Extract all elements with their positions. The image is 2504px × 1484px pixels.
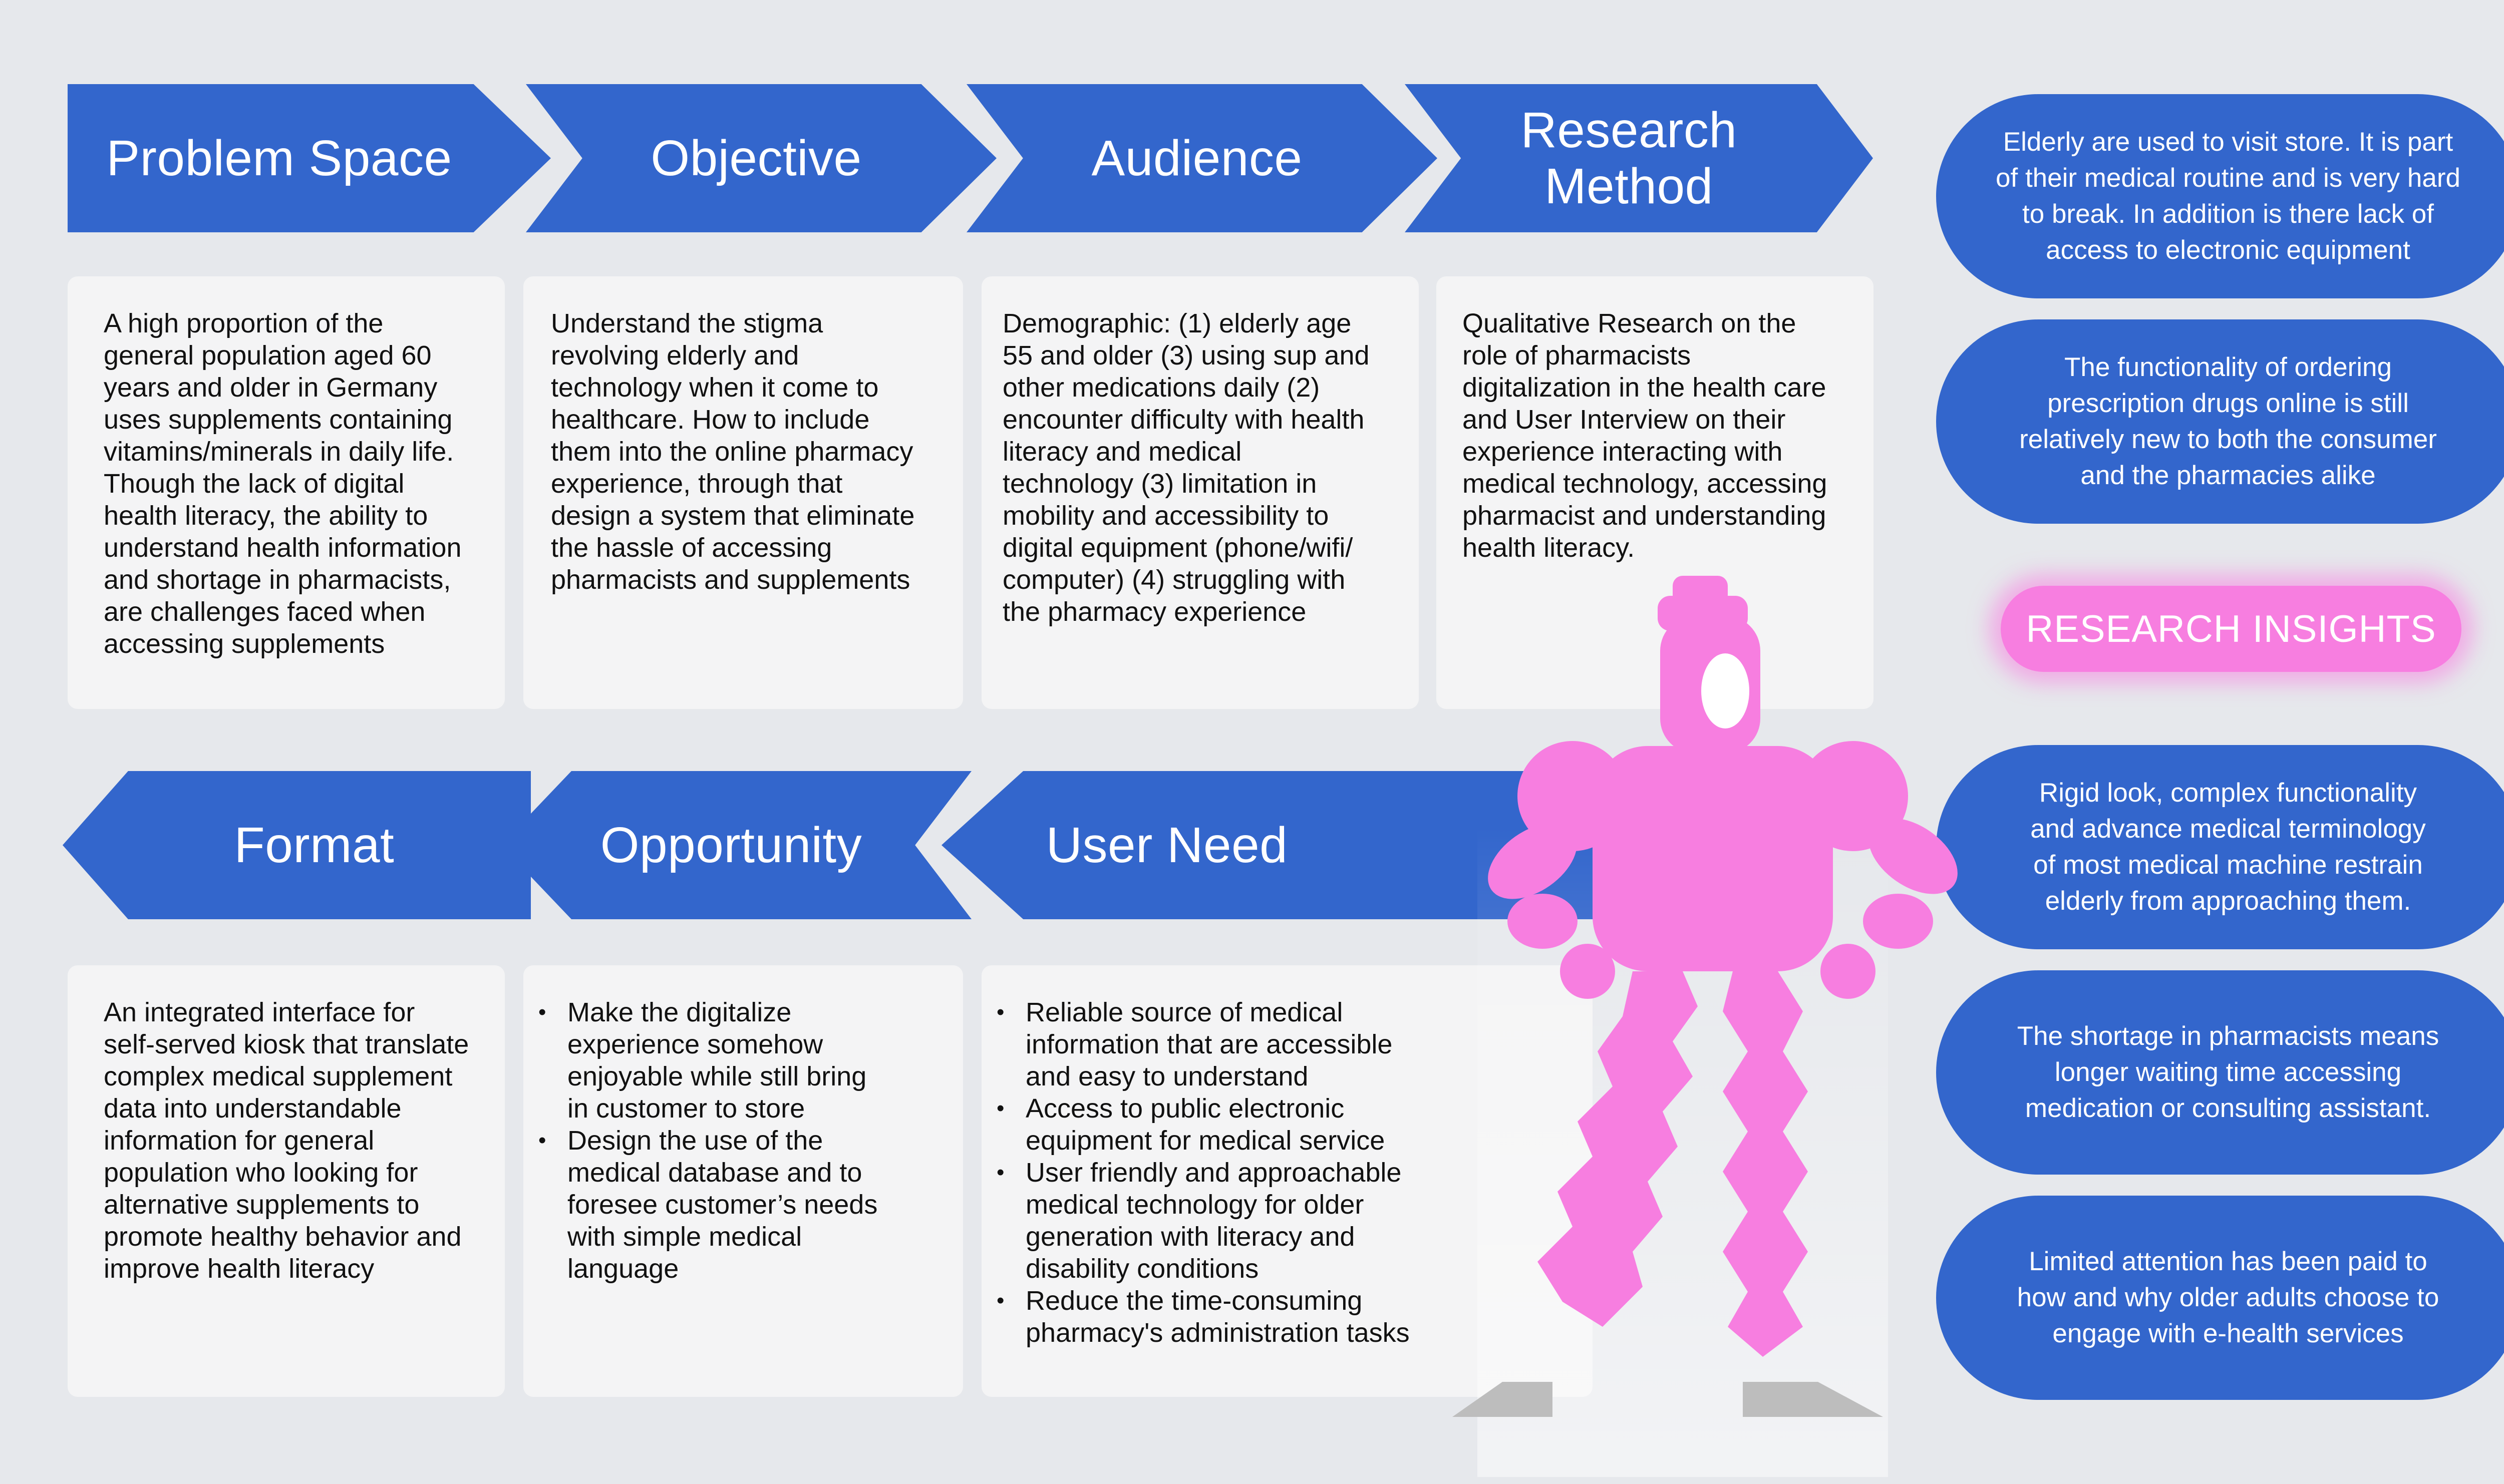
insight-rigid-look: Rigid look, complex functionality and ad… <box>1936 745 2504 949</box>
insight-store-routine: Elderly are used to visit store. It is p… <box>1936 94 2504 298</box>
insight-text: Limited attention has been paid to how a… <box>2017 1247 2439 1348</box>
header-objective: Objective <box>526 84 997 232</box>
card-research-method: Qualitative Research on the role of phar… <box>1436 276 1873 709</box>
card-problem-space-text: A high proportion of the general populat… <box>104 308 462 659</box>
header-format: Format <box>63 771 531 919</box>
figure-leg-right <box>1723 971 1808 1357</box>
header-audience: Audience <box>967 84 1437 232</box>
figure-hand-right <box>1820 944 1875 999</box>
research-insights-label: RESEARCH INSIGHTS <box>2001 586 2461 672</box>
header-research-method: Research Method <box>1405 84 1873 232</box>
header-opportunity: Opportunity <box>501 771 972 919</box>
card-opportunity-list: Make the digitalize experience somehow e… <box>523 996 948 1285</box>
header-research-method-text: Research Method <box>1521 102 1737 214</box>
card-objective-text: Understand the stigma revolving elderly … <box>551 308 915 595</box>
list-item: Design the use of the medical database a… <box>538 1125 948 1285</box>
insight-limited-attention: Limited attention has been paid to how a… <box>1936 1196 2504 1400</box>
header-problem-space: Problem Space <box>68 84 551 232</box>
list-item: Make the digitalize experience somehow e… <box>538 996 948 1125</box>
list-item: Reduce the time-consuming pharmacy's adm… <box>997 1285 1578 1349</box>
figure-torso <box>1593 746 1833 971</box>
figure-forearm-left <box>1507 894 1578 949</box>
list-item: Access to public electronic equipment fo… <box>997 1092 1578 1157</box>
insight-text: The functionality of ordering prescripti… <box>2019 352 2437 490</box>
robot-figure-icon <box>1452 576 1958 1477</box>
card-user-need-list: Reliable source of medical information t… <box>982 996 1578 1349</box>
header-user-need-label: User Need <box>1046 817 1288 873</box>
research-insights-label-text: RESEARCH INSIGHTS <box>2026 607 2436 650</box>
figure-face <box>1701 653 1749 728</box>
figure-foot-left <box>1452 1382 1552 1417</box>
header-format-label: Format <box>234 817 395 873</box>
list-item: Reliable source of medical information t… <box>997 996 1578 1092</box>
card-audience-text: Demographic: (1) elderly age 55 and olde… <box>1003 308 1370 627</box>
card-research-method-text: Qualitative Research on the role of phar… <box>1462 308 1827 563</box>
card-format: An integrated interface for self-served … <box>68 965 505 1397</box>
insight-pharmacist-shortage: The shortage in pharmacists means longer… <box>1936 970 2504 1175</box>
card-format-text: An integrated interface for self-served … <box>104 997 469 1284</box>
header-opportunity-label: Opportunity <box>600 817 862 873</box>
figure-hand-left <box>1560 944 1615 999</box>
figure-arm-right <box>1868 818 1958 894</box>
list-item: User friendly and approachable medical t… <box>997 1157 1578 1285</box>
header-research-method-line2: Method <box>1544 158 1713 214</box>
insight-text: Rigid look, complex functionality and ad… <box>2030 778 2426 916</box>
header-audience-label: Audience <box>1091 130 1303 186</box>
header-objective-label: Objective <box>651 130 862 186</box>
card-opportunity: Make the digitalize experience somehow e… <box>523 965 963 1397</box>
figure-arm-left <box>1488 823 1577 899</box>
figure-forearm-right <box>1863 894 1933 949</box>
header-research-method-line1: Research <box>1520 102 1737 158</box>
figure-foot-right <box>1743 1382 1883 1417</box>
header-problem-space-label: Problem Space <box>106 130 452 186</box>
card-audience: Demographic: (1) elderly age 55 and olde… <box>982 276 1419 709</box>
card-problem-space: A high proportion of the general populat… <box>68 276 505 709</box>
insight-text: Elderly are used to visit store. It is p… <box>1996 127 2460 265</box>
figure-leg-left <box>1537 971 1698 1327</box>
card-objective: Understand the stigma revolving elderly … <box>523 276 963 709</box>
insight-online-ordering: The functionality of ordering prescripti… <box>1936 319 2504 524</box>
insight-text: The shortage in pharmacists means longer… <box>2017 1021 2439 1123</box>
